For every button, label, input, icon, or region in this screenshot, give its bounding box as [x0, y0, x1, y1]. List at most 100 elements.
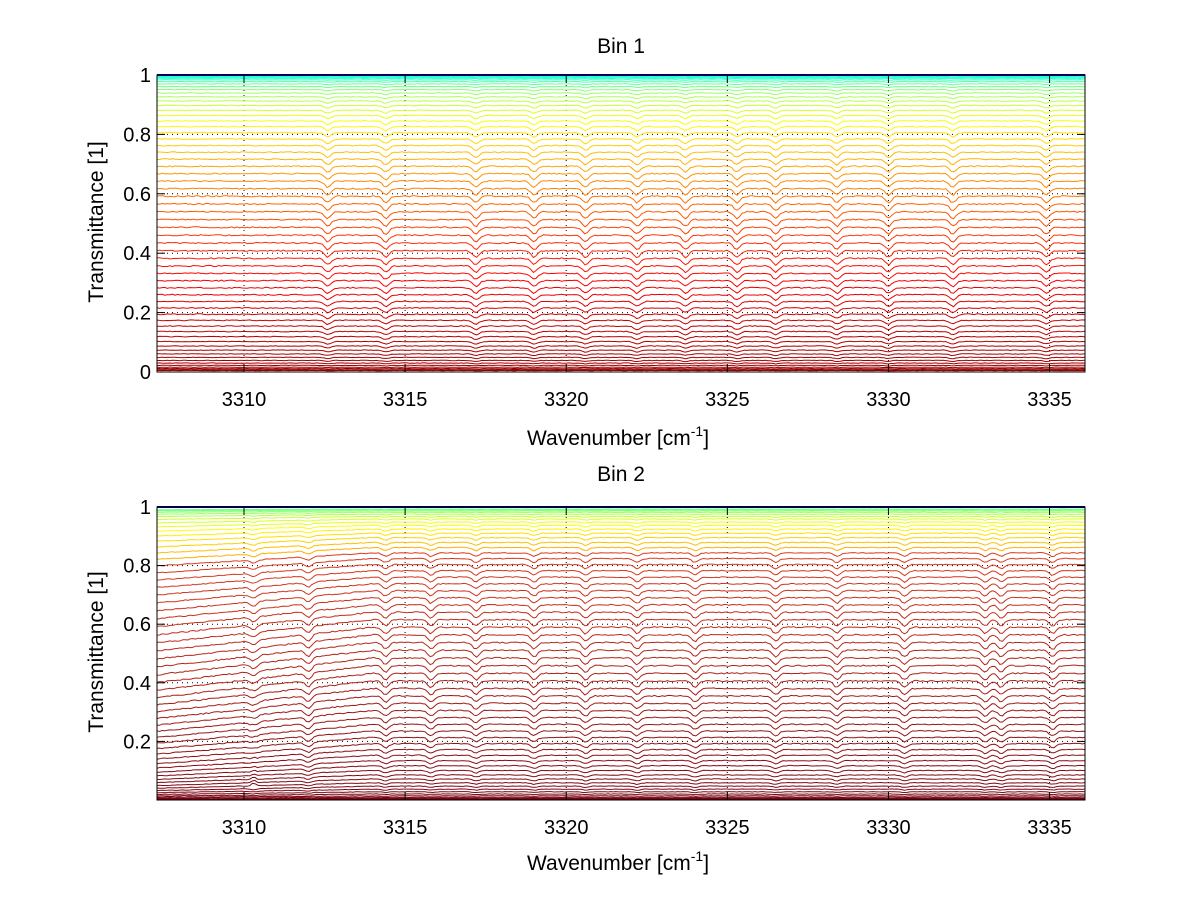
spectrum-line: [156, 672, 1086, 699]
spectrum-line: [157, 92, 1085, 96]
x-axis-label: Wavenumber [cm-1]: [527, 848, 709, 875]
spectrum-line: [156, 366, 1086, 369]
spectrum-line: [156, 793, 1085, 797]
spectrum-line: [157, 788, 1086, 794]
spectrum-line: [156, 702, 1086, 726]
x-tick-label: 3320: [544, 389, 589, 411]
spectrum-line: [156, 754, 1086, 769]
spectrum-line: [156, 633, 1086, 660]
x-tick-label: 3325: [705, 817, 750, 839]
spectrum-line: [156, 293, 1086, 302]
spectrum-line: [156, 778, 1086, 786]
spectrum-line: [156, 798, 1086, 801]
spectrum-line: [157, 557, 1086, 574]
spectrum-line: [156, 546, 1086, 560]
spectrum-line: [156, 85, 1086, 89]
spectrum-line: [156, 521, 1086, 528]
spectrum-line: [156, 736, 1086, 755]
spectrum-line: [156, 769, 1085, 781]
spectrum-line: [156, 510, 1086, 513]
spectrum-line: [156, 759, 1086, 773]
spectrum-line: [156, 109, 1086, 115]
spectrum-line: [156, 179, 1086, 189]
spectrum-line: [156, 241, 1086, 251]
y-ticks: 0.2 0.4 0.6 0.8 1: [123, 497, 1085, 753]
spectrum-line: [156, 795, 1086, 798]
spectrum-line: [156, 279, 1086, 288]
spectrum-line: [156, 340, 1086, 345]
spectrum-line: [156, 729, 1086, 750]
spectrum-line: [156, 165, 1085, 174]
y-axis-label: Transmittance [1]: [85, 141, 108, 302]
y-tick-label: 0.4: [123, 673, 151, 695]
spectrum-line: [156, 353, 1086, 357]
spectrum-line: [156, 551, 1086, 567]
x-axis-label: Wavenumber [cm-1]: [527, 423, 709, 450]
series-group: [156, 74, 1086, 372]
spectrum-line: [156, 187, 1086, 196]
spectrum-line: [156, 656, 1086, 683]
x-tick-label: 3315: [383, 389, 428, 411]
grid-lines: [157, 507, 1085, 800]
y-axis-label: Transmittance [1]: [85, 571, 108, 732]
y-tick-label: 0.8: [123, 556, 151, 578]
spectrum-line: [156, 335, 1086, 341]
axes-bin-1: Bin 1 3310 3315 3320 3325 3330 3335 0 0.2 0.4 0.…: [85, 35, 1086, 450]
axes-frame: [156, 74, 1086, 373]
spectrum-line: [156, 286, 1085, 295]
spectrum-line: [156, 513, 1086, 518]
spectrum-line: [156, 83, 1086, 86]
spectrum-line: [156, 362, 1086, 365]
spectrum-line: [156, 596, 1086, 620]
chart-title: Bin 2: [597, 463, 645, 486]
spectrum-line: [156, 272, 1086, 280]
grid-lines: [157, 75, 1085, 372]
spectrum-line: [156, 349, 1086, 353]
spectrum-line: [156, 649, 1085, 676]
spectrum-line: [156, 306, 1086, 314]
spectrum-line: [156, 679, 1086, 706]
spectrum-line: [157, 364, 1085, 367]
spectrum-line: [157, 369, 1085, 372]
spectrum-line: [156, 563, 1086, 581]
x-ticks: 3310 3315 3320 3325 3330 3335: [222, 75, 1072, 411]
spectrum-line: [156, 541, 1086, 554]
spectrum-line: [156, 664, 1086, 691]
y-tick-label: 0.6: [123, 614, 151, 636]
spectrum-line: [156, 202, 1086, 212]
spectrum-line: [157, 257, 1086, 266]
spectrum-line: [156, 532, 1086, 542]
spectrum-line: [156, 641, 1085, 668]
spectrum-line: [156, 119, 1086, 126]
spectrum-line: [156, 536, 1086, 548]
spectrum-line: [156, 77, 1085, 80]
spectrum-line: [156, 95, 1086, 100]
spectrum-line: [156, 687, 1086, 713]
spectrum-line: [156, 144, 1086, 152]
spectrum-line: [157, 511, 1086, 515]
spectrum-line: [156, 76, 1086, 79]
x-tick-label: 3335: [1027, 389, 1072, 411]
spectrum-line: [156, 716, 1086, 738]
y-tick-label: 0.4: [123, 243, 151, 265]
y-tick-label: 0.8: [123, 124, 151, 146]
spectrum-line: [156, 781, 1086, 789]
spectrum-line: [156, 104, 1086, 109]
spectrum-line: [156, 226, 1086, 236]
y-tick-label: 1: [140, 65, 151, 87]
spectrum-line: [156, 589, 1086, 612]
spectrum-line: [156, 88, 1085, 92]
x-tick-label: 3320: [544, 817, 589, 839]
x-tick-label: 3310: [222, 817, 267, 839]
x-tick-label: 3330: [866, 389, 911, 411]
spectrum-line: [156, 249, 1086, 259]
spectrum-line: [156, 518, 1086, 524]
spectrum-line: [156, 603, 1086, 627]
x-tick-label: 3335: [1027, 817, 1072, 839]
spectrum-line: [156, 694, 1086, 720]
y-ticks: 0 0.2 0.4 0.6 0.8 1: [123, 65, 1085, 384]
spectrum-line: [156, 774, 1086, 784]
spectrum-line: [156, 172, 1085, 181]
spectrum-line: [156, 356, 1086, 360]
series-group: [156, 506, 1086, 801]
